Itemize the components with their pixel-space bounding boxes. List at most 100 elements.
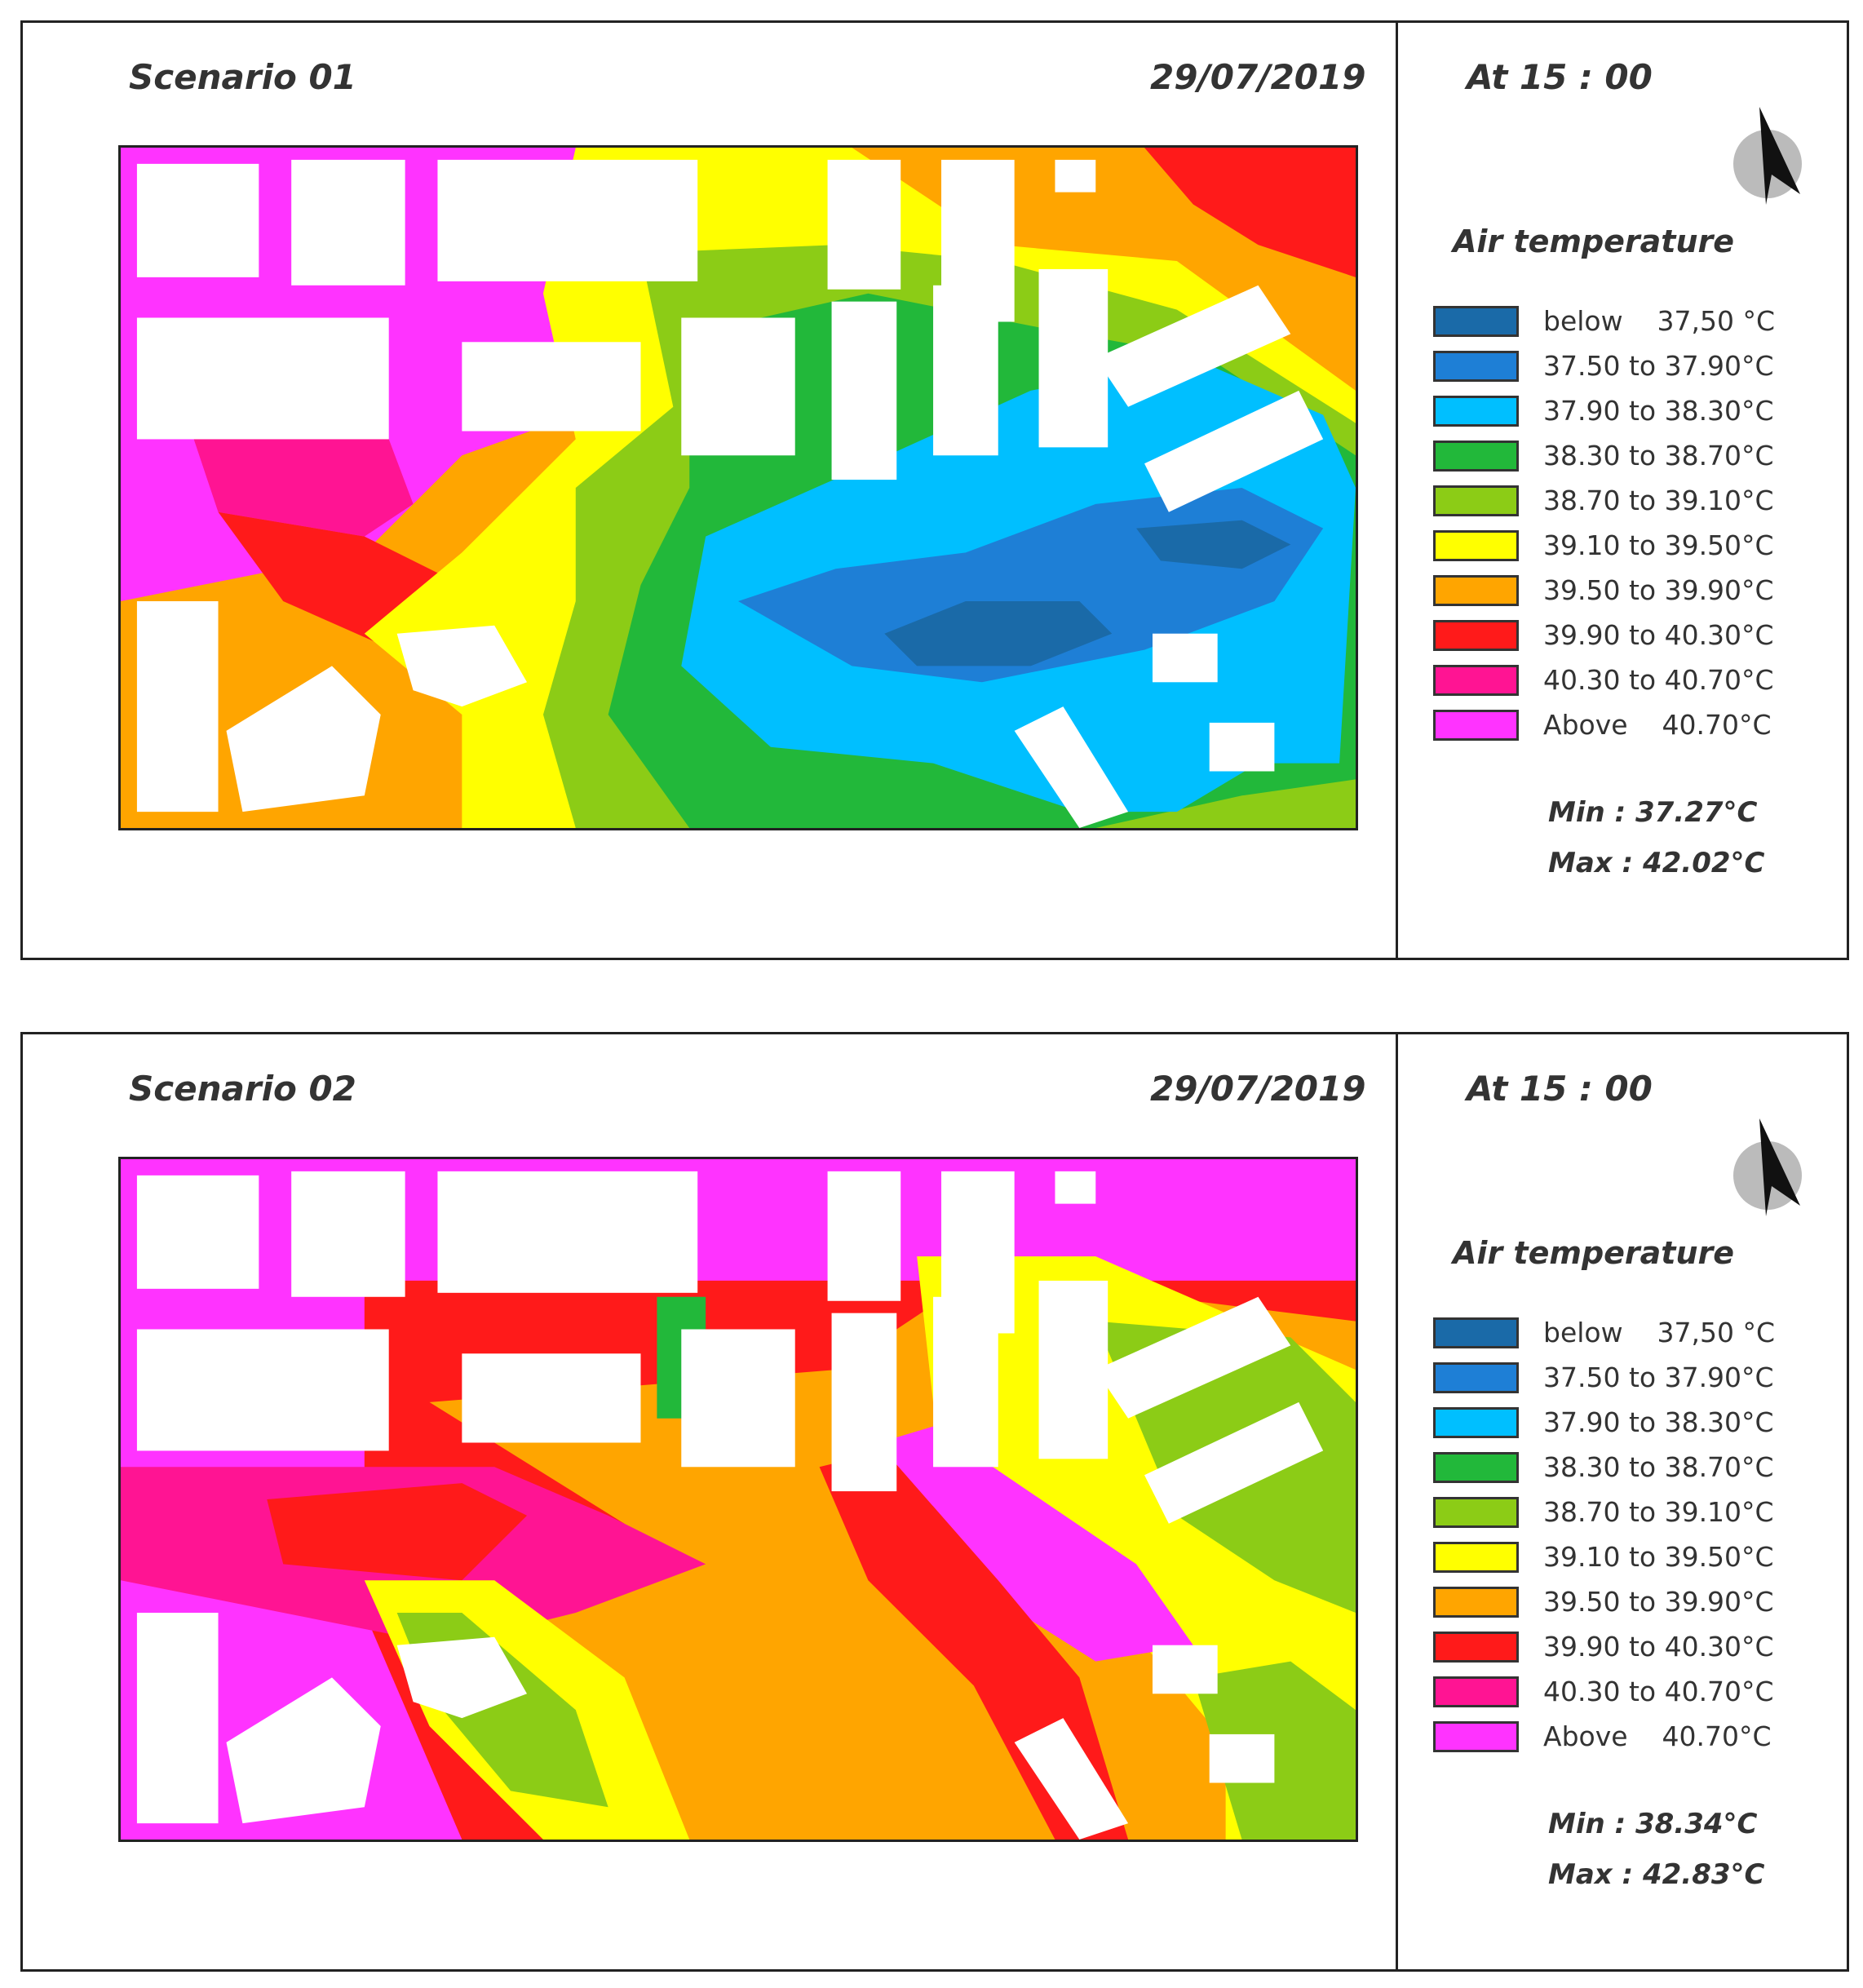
legend-swatch	[1433, 709, 1519, 741]
building	[136, 1175, 259, 1289]
building	[226, 1677, 381, 1824]
panel-divider	[1396, 23, 1398, 958]
legend-item: 38.70 to 39.10°C	[1433, 478, 1775, 523]
legend-label: 39.90 to 40.30°C	[1543, 619, 1774, 651]
legend-item: Above 40.70°C	[1433, 1714, 1775, 1759]
building	[1095, 285, 1291, 407]
temperature-map	[118, 145, 1358, 830]
legend-item: 38.30 to 38.70°C	[1433, 433, 1775, 478]
legend-label: 37.90 to 38.30°C	[1543, 1406, 1774, 1438]
building	[827, 159, 901, 290]
building	[831, 1313, 897, 1492]
building	[1095, 1296, 1291, 1419]
legend-item: 37.50 to 37.90°C	[1433, 343, 1775, 388]
legend-swatch	[1433, 529, 1519, 561]
legend-label: 37.50 to 37.90°C	[1543, 350, 1774, 382]
max-temperature: Max : 42.83°C	[1548, 1858, 1765, 1891]
legend-item: 37.90 to 38.30°C	[1433, 388, 1775, 433]
zone-below-a	[884, 601, 1113, 666]
legend-swatch	[1433, 574, 1519, 606]
temperature-map-svg	[121, 148, 1356, 828]
building	[136, 1329, 389, 1451]
legend-swatch	[1433, 619, 1519, 651]
building	[1055, 1171, 1096, 1204]
building	[462, 1353, 641, 1443]
legend-item: 39.10 to 39.50°C	[1433, 1534, 1775, 1579]
scenario-title: Scenario 01	[129, 57, 356, 97]
legend-swatch	[1433, 305, 1519, 337]
legend-label: below 37,50 °C	[1543, 305, 1776, 337]
building	[1144, 1401, 1324, 1524]
panel-divider	[1396, 1034, 1398, 1969]
building	[831, 301, 897, 480]
legend-swatch	[1433, 395, 1519, 427]
building	[396, 1636, 528, 1719]
building	[1152, 1645, 1218, 1694]
legend-swatch	[1433, 1406, 1519, 1438]
legend-title: Air temperature	[1453, 1235, 1735, 1271]
legend-item: 39.90 to 40.30°C	[1433, 613, 1775, 658]
legend-title: Air temperature	[1453, 224, 1735, 259]
building	[136, 601, 219, 812]
building	[437, 159, 698, 281]
building	[681, 317, 795, 456]
legend-label: 38.30 to 38.70°C	[1543, 1451, 1774, 1483]
legend-swatch	[1433, 664, 1519, 696]
legend-label: 39.50 to 39.90°C	[1543, 574, 1774, 606]
legend-swatch	[1433, 1361, 1519, 1393]
legend-swatch	[1433, 1720, 1519, 1752]
building	[291, 159, 405, 286]
zone-below-b	[1136, 520, 1291, 569]
scenario-02-panel: Scenario 02 29/07/2019 At 15 : 00	[20, 1032, 1849, 1972]
building	[136, 317, 389, 440]
legend-label: Above 40.70°C	[1543, 1720, 1772, 1752]
legend-label: 37.90 to 38.30°C	[1543, 395, 1774, 427]
legend-item: 40.30 to 40.70°C	[1433, 1669, 1775, 1714]
building	[462, 342, 641, 432]
legend-label: 39.50 to 39.90°C	[1543, 1586, 1774, 1618]
legend-label: 37.50 to 37.90°C	[1543, 1361, 1774, 1393]
building	[1144, 390, 1324, 512]
legend-label: 39.10 to 39.50°C	[1543, 1541, 1774, 1573]
legend-swatch	[1433, 1631, 1519, 1663]
legend-item: 37.90 to 38.30°C	[1433, 1400, 1775, 1445]
legend-item: 39.50 to 39.90°C	[1433, 1579, 1775, 1624]
legend: below 37,50 °C 37.50 to 37.90°C 37.90 to…	[1433, 299, 1775, 747]
zone-above-b	[852, 1426, 1193, 1662]
legend-label: 40.30 to 40.70°C	[1543, 1676, 1774, 1707]
legend-item: below 37,50 °C	[1433, 299, 1775, 343]
legend-label: 39.90 to 40.30°C	[1543, 1631, 1774, 1663]
building	[1209, 1733, 1275, 1783]
min-temperature: Min : 38.34°C	[1548, 1808, 1758, 1840]
legend-swatch	[1433, 1541, 1519, 1573]
zone-39-9-b	[267, 1483, 528, 1581]
legend-item: 37.50 to 37.90°C	[1433, 1355, 1775, 1400]
building	[933, 285, 998, 456]
scenario-title: Scenario 02	[129, 1069, 356, 1109]
legend-swatch	[1433, 440, 1519, 472]
building	[437, 1171, 698, 1293]
legend-swatch	[1433, 1451, 1519, 1483]
building	[1014, 1718, 1129, 1840]
north-arrow-icon	[1733, 107, 1802, 205]
legend-label: 39.10 to 39.50°C	[1543, 529, 1774, 561]
building	[396, 625, 528, 707]
legend-label: 40.30 to 40.70°C	[1543, 664, 1774, 696]
legend-item: 38.70 to 39.10°C	[1433, 1490, 1775, 1534]
legend-swatch	[1433, 1317, 1519, 1348]
legend-item: 39.50 to 39.90°C	[1433, 568, 1775, 613]
date-label: 29/07/2019	[1150, 57, 1366, 97]
legend-swatch	[1433, 350, 1519, 382]
building	[827, 1171, 901, 1301]
date-label: 29/07/2019	[1150, 1069, 1366, 1109]
building	[1209, 722, 1275, 772]
time-label: At 15 : 00	[1467, 1069, 1653, 1109]
legend-label: 38.70 to 39.10°C	[1543, 1496, 1774, 1528]
buildings	[136, 1171, 1324, 1840]
scenario-01-panel: Scenario 01 29/07/2019 At 15 : 00	[20, 20, 1849, 960]
building	[933, 1296, 998, 1468]
legend: below 37,50 °C 37.50 to 37.90°C 37.90 to…	[1433, 1310, 1775, 1759]
building	[1055, 159, 1096, 193]
legend-label: 38.70 to 39.10°C	[1543, 485, 1774, 516]
legend-label: Above 40.70°C	[1543, 709, 1772, 741]
